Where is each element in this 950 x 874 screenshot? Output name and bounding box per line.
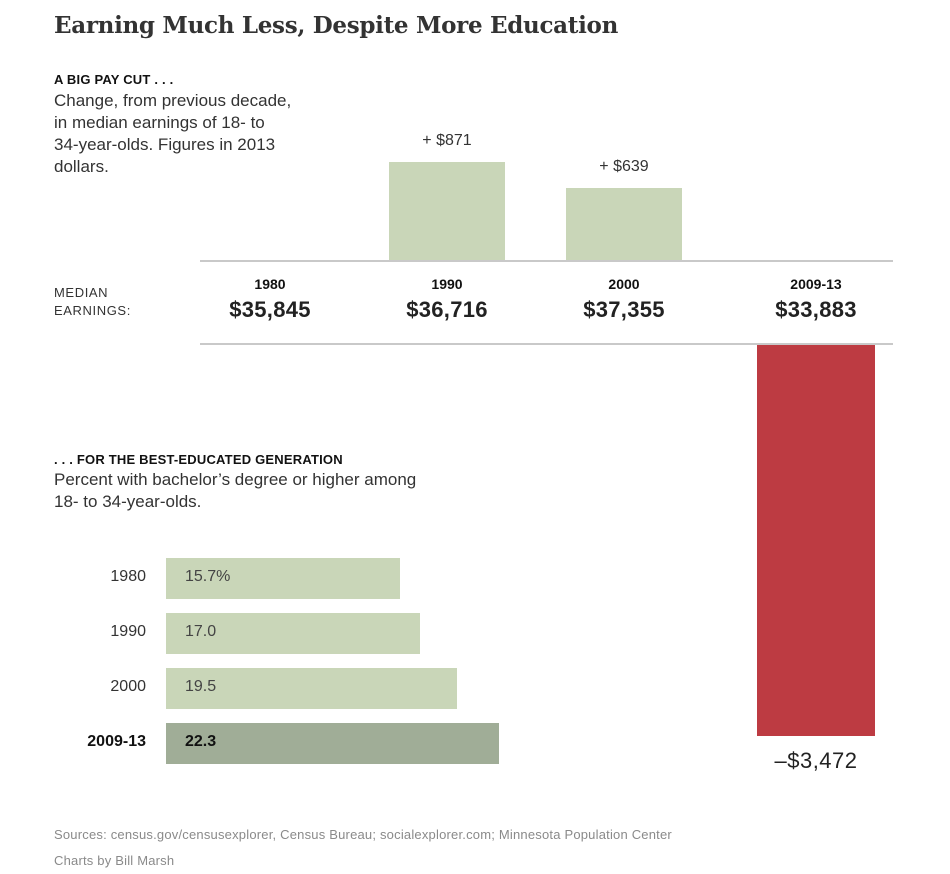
pay-cut-description: Change, from previous decade, in median … bbox=[54, 91, 292, 176]
median-earnings-2000: $37,355 bbox=[583, 297, 665, 322]
earnings-change-label-2000: + $639 bbox=[599, 158, 649, 176]
education-kicker: . . . FOR THE BEST-EDUCATED GENERATION bbox=[54, 452, 343, 467]
education-year-label-1980: 1980 bbox=[110, 568, 146, 585]
education-year-label-2000: 2000 bbox=[110, 678, 146, 695]
year-label-2009-13: 2009-13 bbox=[790, 276, 842, 292]
median-earnings-1990: $36,716 bbox=[406, 297, 488, 322]
education-bar-2000 bbox=[166, 668, 458, 709]
education-description-line2: 18- to 34-year-olds. bbox=[54, 492, 202, 511]
earnings-change-label-2009-13: –$3,472 bbox=[774, 747, 858, 773]
education-value-label-2009-13: 22.3 bbox=[185, 733, 217, 750]
education-value-label-2000: 19.5 bbox=[185, 678, 217, 695]
earnings-change-bar-2000 bbox=[566, 188, 682, 260]
year-label-1990: 1990 bbox=[431, 276, 463, 292]
median-earnings-label: MEDIAN EARNINGS: bbox=[54, 284, 131, 320]
median-earnings-2009-13: $33,883 bbox=[775, 297, 857, 322]
education-bar-1980 bbox=[166, 558, 401, 599]
earnings-change-label-1990: + $871 bbox=[422, 132, 472, 149]
year-label-1980: 1980 bbox=[254, 276, 286, 292]
education-year-label-1990: 1990 bbox=[110, 623, 146, 640]
axis-rule-top bbox=[200, 260, 893, 262]
education-bar-1990 bbox=[166, 613, 420, 654]
axis-rule-bottom bbox=[200, 343, 893, 345]
median-label-line2: EARNINGS: bbox=[54, 303, 131, 318]
earnings-change-bar-1990 bbox=[389, 162, 505, 260]
median-label-line1: MEDIAN bbox=[54, 285, 109, 300]
education-value-label-1980: 15.7% bbox=[185, 568, 231, 585]
education-value-label-1990: 17.0 bbox=[185, 623, 217, 640]
year-label-2000: 2000 bbox=[608, 276, 640, 292]
chart-credit: Charts by Bill Marsh bbox=[54, 853, 175, 868]
education-year-label-2009-13: 2009-13 bbox=[87, 733, 146, 750]
pay-cut-kicker: A BIG PAY CUT . . . bbox=[54, 72, 174, 87]
median-earnings-1980: $35,845 bbox=[229, 297, 311, 322]
earnings-change-bar-2009-13 bbox=[757, 345, 875, 736]
sources-note: Sources: census.gov/censusexplorer, Cens… bbox=[54, 827, 672, 842]
education-bar-2009-13 bbox=[166, 723, 499, 764]
education-description-line1: Percent with bachelor’s degree or higher… bbox=[54, 470, 417, 489]
chart-title: Earning Much Less, Despite More Educatio… bbox=[54, 12, 618, 39]
